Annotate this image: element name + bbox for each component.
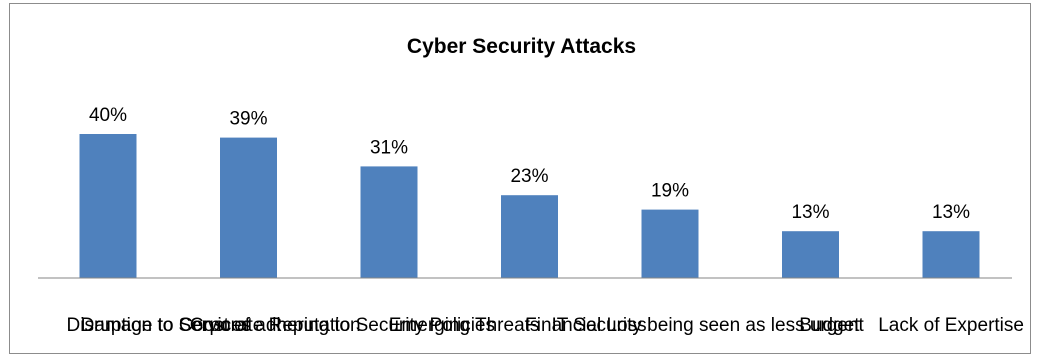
- data-label-2: 31%: [370, 137, 408, 158]
- bar-5: [782, 231, 839, 278]
- bar-0: [79, 134, 137, 278]
- data-label-6: 13%: [932, 202, 970, 223]
- category-label-4: Financial Loss: [525, 315, 646, 336]
- bar-3: [501, 195, 558, 278]
- category-label-5: IT Security being seen as less urgent: [551, 315, 864, 336]
- bar-1: [220, 137, 277, 278]
- category-label-2: Cost of adhering to Security Policies: [190, 315, 495, 336]
- category-label-0: Disruption to Services: [67, 315, 252, 336]
- data-label-1: 39%: [229, 109, 267, 130]
- bar-2: [360, 166, 418, 278]
- category-label-7: Lack of Expertise: [878, 315, 1024, 336]
- data-label-3: 23%: [510, 166, 548, 187]
- data-labels-layer: 40% 39% 31% 23% 19% 13% 13%: [89, 105, 970, 223]
- data-label-5: 13%: [791, 202, 829, 223]
- bars-layer: [79, 134, 980, 278]
- bar-6: [922, 231, 980, 278]
- data-label-0: 40%: [89, 105, 127, 126]
- bar-4: [641, 209, 699, 278]
- category-label-6: Budget: [799, 315, 860, 336]
- chart-title: Cyber Security Attacks: [406, 35, 637, 58]
- category-label-1: Damage to Corporate Reputation: [81, 315, 361, 336]
- chart-area: [9, 3, 1031, 354]
- category-label-3: Emerging Threats: [389, 315, 540, 336]
- data-label-4: 19%: [651, 181, 689, 202]
